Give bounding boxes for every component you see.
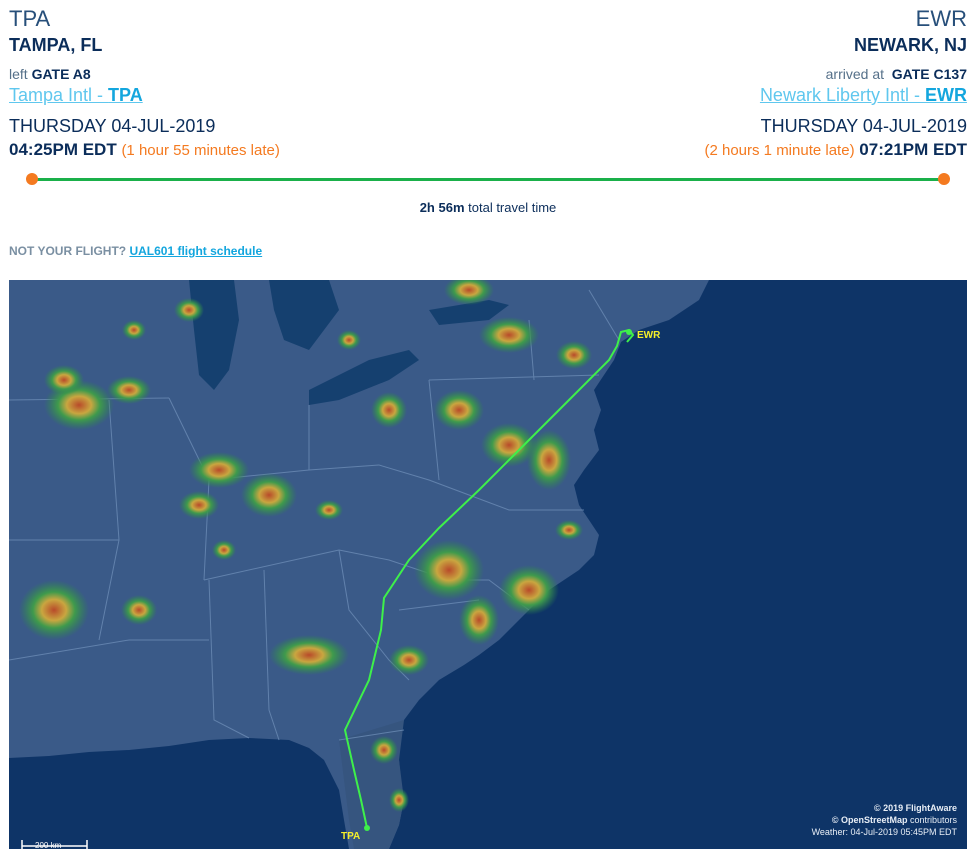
flight-schedule-link[interactable]: UAL601 flight schedule — [129, 244, 263, 258]
destination-date: THURSDAY 04-JUL-2019 — [760, 116, 967, 136]
map-scale-label: 200 km — [35, 841, 62, 849]
map-origin-label: TPA — [341, 831, 360, 842]
total-travel-time: 2h 56m total travel time — [0, 200, 976, 215]
destination-gate-line: arrived at GATE C137 — [826, 66, 967, 82]
destination-delay: (2 hours 1 minute late) — [704, 142, 855, 159]
map-credit-flightaware: © 2019 FlightAware — [874, 803, 957, 813]
origin-marker — [364, 825, 370, 831]
destination-gate: GATE C137 — [891, 66, 967, 82]
map-credit-osm-suffix: contributors — [907, 815, 957, 825]
destination-code: EWR — [915, 6, 967, 31]
weather-radar — [19, 280, 592, 812]
travel-duration-label: total travel time — [468, 200, 557, 215]
travel-duration: 2h 56m — [419, 200, 465, 215]
origin-date: THURSDAY 04-JUL-2019 — [9, 116, 216, 136]
lake-ontario — [429, 300, 509, 325]
map-destination-label: EWR — [637, 330, 661, 341]
origin-city: TAMPA, FL — [9, 35, 103, 55]
not-your-flight: NOT YOUR FLIGHT? UAL601 flight schedule — [9, 244, 262, 258]
destination-gate-prefix: arrived at — [825, 66, 884, 82]
map-credit-osm-name: © OpenStreetMap — [832, 815, 908, 825]
map-credit-weather: Weather: 04-Jul-2019 05:45PM EDT — [812, 827, 958, 837]
origin-airport-code: TPA — [108, 85, 143, 105]
destination-time: 07:21PM EDT — [859, 140, 967, 159]
destination-progress-dot — [938, 173, 950, 185]
origin-gate-line: left GATE A8 — [9, 66, 91, 82]
origin-time-line: 04:25PM EDT (1 hour 55 minutes late) — [9, 140, 280, 160]
origin-progress-dot — [26, 173, 38, 185]
origin-airport-link[interactable]: Tampa Intl - TPA — [9, 85, 143, 106]
origin-delay: (1 hour 55 minutes late) — [121, 142, 280, 159]
origin-code: TPA — [9, 6, 51, 31]
origin-gate: GATE A8 — [31, 66, 91, 82]
flight-map[interactable]: TPA EWR © 2019 FlightAware © OpenStreetM… — [9, 280, 967, 849]
lake-erie — [309, 350, 419, 405]
origin-airport-name: Tampa Intl - — [9, 85, 109, 105]
origin-time: 04:25PM EDT — [9, 140, 117, 159]
flight-route — [343, 328, 635, 829]
origin-gate-prefix: left — [9, 66, 28, 82]
flight-progress-bar — [32, 178, 944, 181]
not-your-flight-prompt: NOT YOUR FLIGHT? — [9, 244, 127, 258]
destination-airport-link[interactable]: Newark Liberty Intl - EWR — [760, 85, 967, 106]
lake-huron — [269, 280, 339, 350]
destination-time-line: (2 hours 1 minute late) 07:21PM EDT — [704, 140, 967, 160]
destination-marker — [626, 329, 632, 335]
destination-airport-code: EWR — [925, 85, 967, 105]
map-credit-osm: © OpenStreetMap contributors — [832, 815, 958, 825]
map-scale-bar — [21, 840, 88, 849]
destination-airport-name: Newark Liberty Intl - — [759, 85, 925, 105]
land — [9, 280, 967, 849]
destination-city: NEWARK, NJ — [853, 35, 967, 55]
